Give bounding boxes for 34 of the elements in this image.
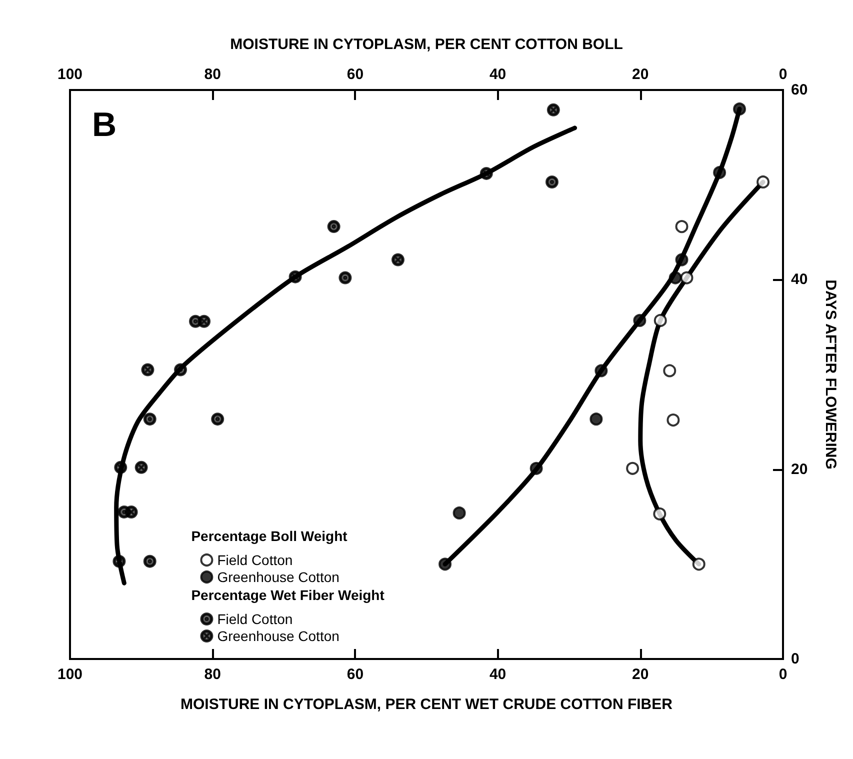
legend-label: Field Cotton [217,611,293,627]
annotation: B [92,106,117,144]
y-tick-label: 0 [791,650,800,668]
point [211,412,224,426]
x2-tick-label: 0 [778,66,788,83]
x2-tick-label: 100 [57,66,83,83]
x-tick-label: 100 [57,666,83,683]
x-tick-label: 60 [346,666,364,683]
point [174,363,188,376]
line-series [114,126,578,586]
point [546,175,558,188]
y-tick-label: 20 [791,460,808,478]
point [143,412,156,426]
x-tick-label: 80 [204,666,221,683]
x2-tick-label: 80 [204,66,221,83]
x-tick-label: 0 [778,666,788,683]
point [327,220,340,234]
y-tick-label: 60 [791,82,808,98]
legend-label: Field Cotton [217,552,293,568]
point [338,271,352,284]
text: Percentage Wet Fiber Weight [191,587,384,603]
x-tick-label: 20 [632,666,649,683]
x-tick-label: 40 [489,666,506,683]
x2-axis-title: MOISTURE IN CYTOPLASM, PER CENT COTTON BOLL [230,36,623,53]
legend-label: Greenhouse Cotton [217,628,340,644]
x2-tick-label: 20 [632,66,649,83]
text: Percentage Boll Weight [191,528,348,544]
x2-tick-label: 60 [346,66,364,83]
y-axis-title: DAYS AFTER FLOWERING [822,280,839,470]
x2-tick-label: 40 [489,66,506,83]
point [143,554,156,568]
legend-label: Greenhouse Cotton [217,569,340,585]
y-tick-label: 40 [791,271,808,288]
x-axis-title: MOISTURE IN CYTOPLASM, PER CENT WET CRUDE COTTON FIBER [180,696,673,713]
